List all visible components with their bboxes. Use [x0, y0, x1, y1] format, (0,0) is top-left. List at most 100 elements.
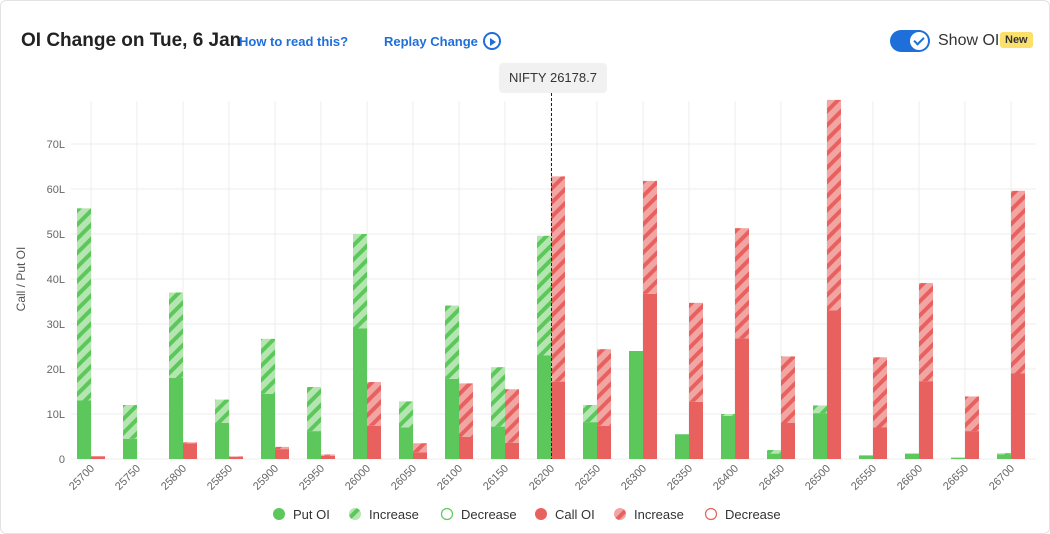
call-increase-bar [873, 357, 887, 428]
call-increase-bar [919, 283, 933, 382]
call-oi-bar [413, 452, 427, 459]
legend-label: Increase [369, 507, 419, 522]
put-oi-bar [721, 415, 735, 459]
call-oi-bar [643, 293, 657, 459]
call-oi-bar [597, 425, 611, 459]
show-oi-label: Show OI [938, 32, 1000, 49]
put-oi-bar [353, 328, 367, 459]
legend-call-oi-icon [535, 508, 547, 520]
y-tick-label: 70L [47, 139, 65, 151]
put-oi-bar [583, 422, 597, 459]
x-tick-label: 25850 [205, 463, 235, 493]
put-increase-bar [767, 450, 781, 454]
replay-change-link[interactable]: Replay Change [384, 34, 478, 49]
y-tick-label: 30L [47, 319, 65, 331]
put-oi-bar [215, 423, 229, 459]
x-tick-label: 26000 [343, 463, 373, 493]
legend-put-oi-icon [273, 508, 285, 520]
put-oi-bar [813, 413, 827, 459]
x-tick-label: 26150 [481, 463, 511, 493]
put-increase-bar [445, 305, 459, 379]
put-increase-bar [491, 367, 505, 427]
x-tick-label: 26050 [389, 463, 419, 493]
put-oi-bar [399, 427, 413, 459]
call-increase-bar [551, 176, 565, 382]
call-oi-bar [781, 423, 795, 459]
x-tick-label: 26300 [619, 463, 649, 493]
legend-label: Call OI [555, 507, 595, 522]
legend-put-increase-icon [349, 508, 361, 520]
call-increase-bar [781, 356, 795, 423]
call-oi-bar [459, 436, 473, 459]
put-oi-bar [997, 454, 1011, 459]
play-icon[interactable] [483, 32, 501, 50]
put-oi-bar [675, 434, 689, 459]
call-oi-bar [965, 431, 979, 459]
put-increase-bar [261, 338, 275, 394]
put-oi-bar [307, 431, 321, 459]
x-tick-label: 26250 [573, 463, 603, 493]
put-increase-bar [123, 405, 137, 439]
put-oi-bar [905, 453, 919, 459]
call-oi-bar [321, 455, 335, 459]
show-oi-toggle[interactable] [890, 30, 930, 52]
call-increase-bar [459, 383, 473, 437]
x-tick-label: 26650 [941, 463, 971, 493]
call-oi-bar [275, 449, 289, 459]
call-increase-bar [505, 389, 519, 443]
legend-label: Put OI [293, 507, 330, 522]
put-oi-bar [123, 438, 137, 459]
put-increase-bar [997, 453, 1011, 455]
x-tick-label: 25800 [159, 463, 189, 493]
x-tick-label: 26200 [527, 463, 557, 493]
put-oi-bar [169, 378, 183, 459]
put-oi-bar [261, 393, 275, 459]
call-oi-bar [1011, 373, 1025, 459]
spot-price-tooltip: NIFTY 26178.7 [499, 63, 607, 93]
put-increase-bar [399, 401, 413, 428]
call-oi-bar [873, 427, 887, 459]
call-increase-bar [735, 228, 749, 339]
call-increase-bar [597, 349, 611, 426]
x-tick-label: 26400 [711, 463, 741, 493]
call-increase-bar [965, 396, 979, 432]
x-tick-label: 26350 [665, 463, 695, 493]
legend-call-decrease-icon [704, 507, 718, 521]
legend-label: Decrease [725, 507, 781, 522]
call-increase-bar [367, 382, 381, 426]
x-tick-label: 26550 [849, 463, 879, 493]
check-icon [910, 32, 928, 50]
call-oi-bar [689, 401, 703, 459]
call-increase-bar [689, 302, 703, 402]
y-tick-label: 10L [47, 409, 65, 421]
call-oi-bar [735, 338, 749, 459]
put-increase-bar [215, 399, 229, 423]
call-increase-bar [183, 442, 197, 444]
x-tick-label: 26500 [803, 463, 833, 493]
call-increase-bar [321, 454, 335, 456]
put-oi-bar [859, 455, 873, 459]
put-oi-bar [77, 400, 91, 459]
call-increase-bar [643, 180, 657, 294]
legend-call-increase-icon [614, 508, 626, 520]
how-to-read-link[interactable]: How to read this? [239, 34, 349, 49]
put-increase-bar [721, 414, 735, 416]
put-oi-bar [445, 378, 459, 459]
y-axis-label: Call / Put OI [14, 247, 28, 312]
call-increase-bar [1011, 190, 1025, 374]
call-oi-bar [91, 456, 105, 459]
call-oi-bar [367, 425, 381, 459]
put-oi-bar [767, 453, 781, 459]
x-tick-label: 26450 [757, 463, 787, 493]
call-increase-bar [413, 443, 427, 453]
call-oi-bar [919, 381, 933, 459]
page-title: OI Change on Tue, 6 Jan [21, 30, 242, 51]
put-increase-bar [813, 405, 827, 414]
y-tick-label: 50L [47, 229, 65, 241]
call-oi-bar [505, 442, 519, 459]
call-increase-bar [275, 446, 289, 450]
put-increase-bar [353, 234, 367, 329]
put-increase-bar [583, 405, 597, 423]
